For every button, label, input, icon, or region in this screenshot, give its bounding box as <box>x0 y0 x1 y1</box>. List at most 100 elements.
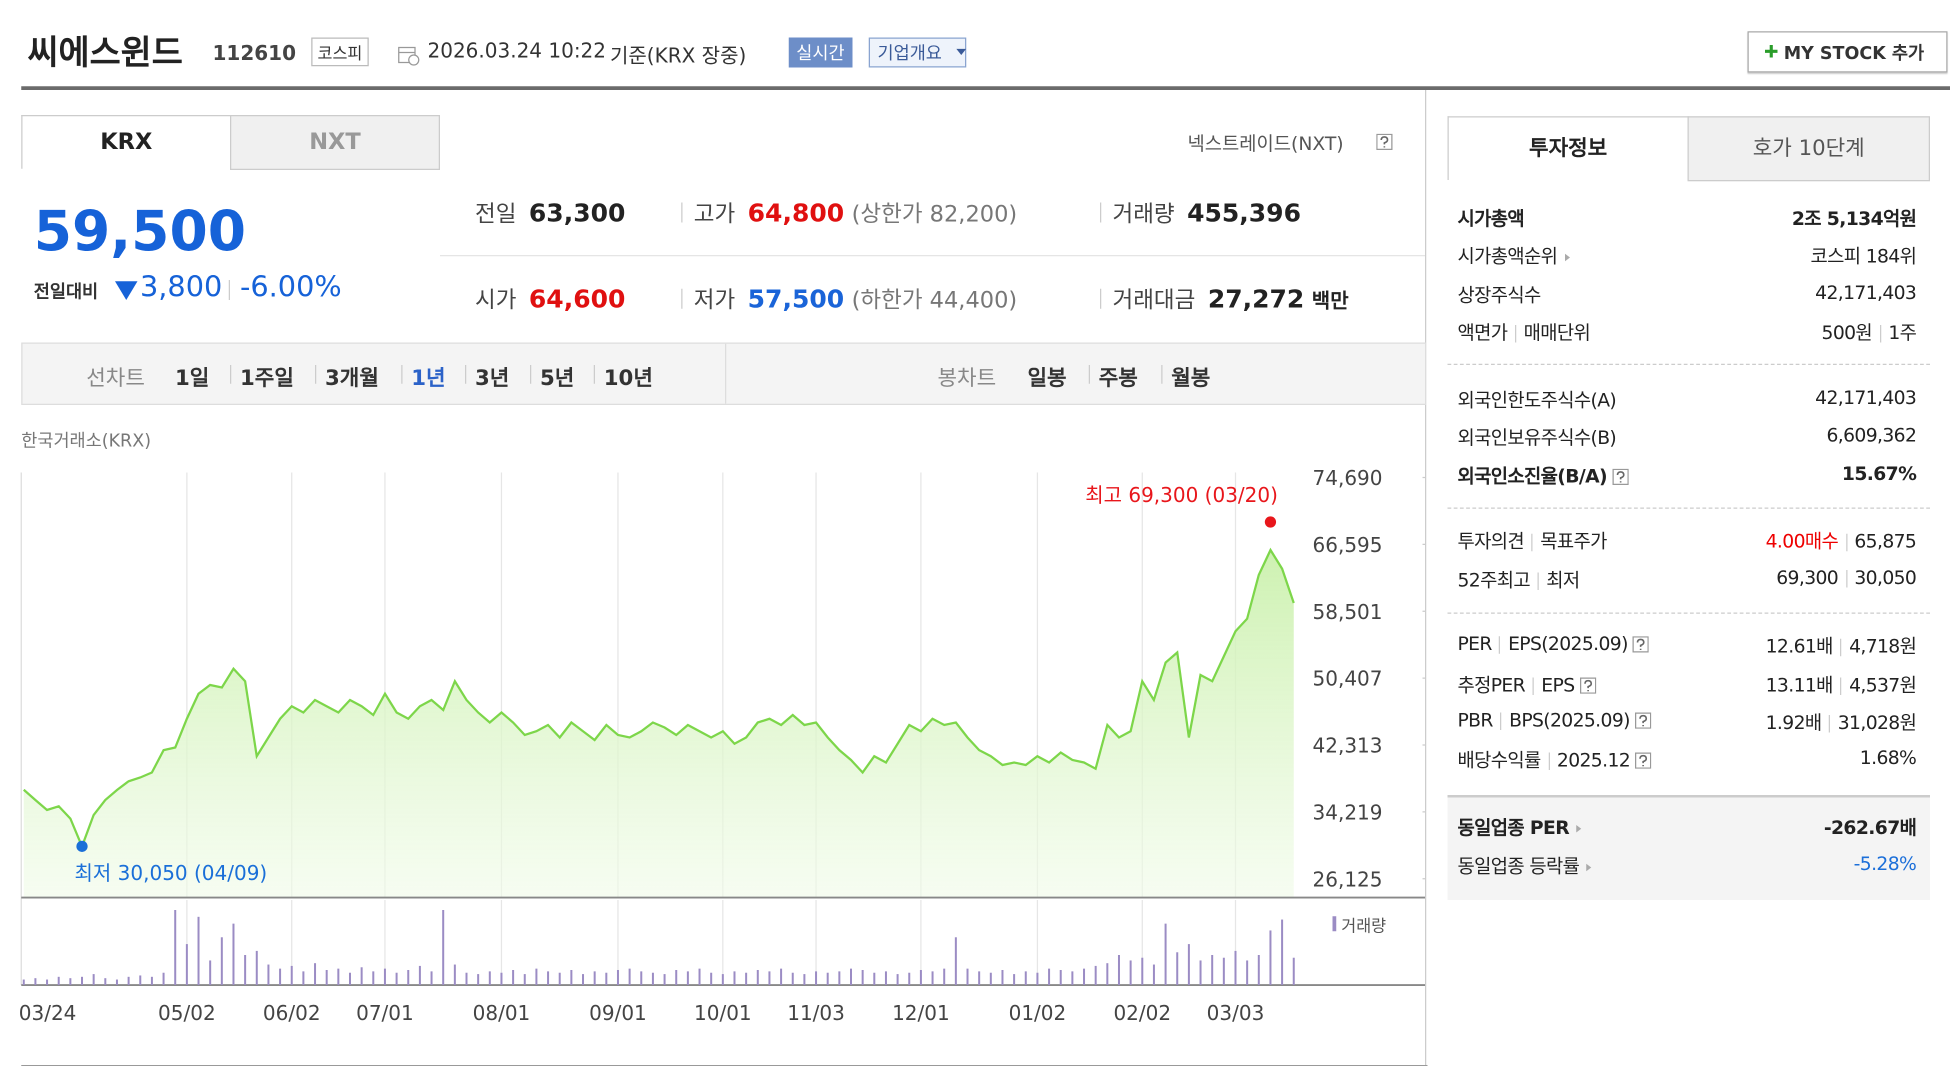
volume-bar <box>558 972 561 985</box>
volume-bar <box>488 971 491 985</box>
label-part: EPS(2025.09) <box>1508 632 1628 656</box>
volume-bar <box>1001 970 1004 985</box>
volume-bar <box>978 971 981 985</box>
volume-bar <box>407 970 410 985</box>
period-button[interactable]: 10년 <box>603 366 653 392</box>
market-badge: 코스피 <box>311 37 369 67</box>
volume-bar <box>314 963 317 985</box>
volume-bar <box>220 937 223 985</box>
info-value: 500원 1주 <box>1822 319 1917 345</box>
volume-bar <box>1117 955 1120 985</box>
help-icon[interactable] <box>1611 468 1629 485</box>
candle-button[interactable]: 일봉 <box>1027 366 1067 392</box>
price-line <box>23 547 1295 850</box>
x-tick-label: 11/03 <box>787 1001 845 1025</box>
volume-bar <box>966 968 969 985</box>
quote-label: 저가 <box>693 287 736 314</box>
period-button[interactable]: 5년 <box>540 366 575 392</box>
volume-bar <box>605 972 608 985</box>
separator <box>1840 638 1842 656</box>
volume-bar <box>791 972 794 985</box>
mystock-button[interactable] <box>1747 31 1948 73</box>
period-button[interactable]: 1일 <box>175 366 210 392</box>
value-part: 4,537원 <box>1849 673 1917 697</box>
info-value: 2조 5,134억원 <box>1792 205 1917 231</box>
quote: 전일 63,300 <box>475 196 625 229</box>
separator <box>1879 324 1881 342</box>
volume-bar <box>908 972 911 985</box>
volume-bar <box>1013 974 1016 985</box>
quote-label: 거래량 <box>1112 201 1175 228</box>
header-rule <box>21 86 1950 90</box>
tab-nxt[interactable]: NXT <box>230 115 440 170</box>
low-marker <box>76 840 88 852</box>
volume-legend: 거래량 <box>1341 916 1386 935</box>
quote: 고가 64,800 (상한가 82,200) <box>694 196 1017 229</box>
volume-bar <box>1211 955 1214 985</box>
overview-button[interactable]: 기업개요 <box>868 37 966 68</box>
info-row: 52주최고 최저 69,300 30,050 <box>1458 566 1917 592</box>
realtime-button[interactable]: 실시간 <box>788 37 853 68</box>
tab-krx[interactable]: KRX <box>21 115 232 169</box>
volume-legend-swatch <box>1332 916 1337 932</box>
x-tick-label: 03/03 <box>1207 1001 1265 1025</box>
chart-toolbar <box>21 342 1427 405</box>
info-label: 시가총액순위 <box>1458 243 1573 269</box>
volume-bar <box>861 970 864 985</box>
volume-bar <box>1152 964 1155 985</box>
label-part: PER <box>1457 632 1493 656</box>
volume-bar <box>943 968 946 985</box>
volume-bar <box>372 971 375 985</box>
volume-bar <box>197 916 200 985</box>
candle-chart-label: 봉차트 <box>937 366 997 392</box>
period-button[interactable]: 3개월 <box>325 366 379 392</box>
volume-bar <box>1024 971 1027 985</box>
help-icon[interactable] <box>1376 133 1393 150</box>
info-value: 코스피 184위 <box>1810 243 1916 269</box>
orderbook-tab[interactable]: 호가 10단계 <box>1687 116 1930 182</box>
volume-bar <box>675 970 678 985</box>
y-tick-label: 66,595 <box>1313 533 1383 557</box>
candle-button[interactable]: 주봉 <box>1098 366 1138 392</box>
volume-bar <box>395 972 398 985</box>
volume-bar <box>232 923 235 985</box>
separator <box>1161 365 1163 384</box>
period-button[interactable]: 1주일 <box>240 366 294 392</box>
label-part: 추정PER <box>1457 673 1526 697</box>
nxt-link[interactable]: 넥스트레이드(NXT) <box>1187 132 1344 156</box>
toolbar-divider <box>725 343 727 404</box>
help-icon[interactable] <box>1632 636 1650 653</box>
quote-value: 63,300 <box>528 197 626 228</box>
volume-bar <box>628 968 631 985</box>
label-part: 액면가 <box>1457 321 1509 344</box>
help-icon[interactable] <box>1634 712 1652 729</box>
info-label: 시가총액 <box>1458 205 1525 231</box>
period-button[interactable]: 1년 <box>411 366 446 392</box>
label-part: 시가총액 <box>1457 207 1525 231</box>
volume-bar <box>174 910 177 985</box>
arrow-icon <box>1576 824 1582 832</box>
value-part: 42,171,403 <box>1815 386 1917 409</box>
info-tab[interactable]: 투자정보 <box>1447 116 1689 180</box>
help-icon[interactable] <box>1579 677 1596 694</box>
chart-source: 한국거래소(KRX) <box>21 431 152 452</box>
info-row: PBR BPS(2025.09) 1.92배 31,028원 <box>1458 709 1917 735</box>
volume-bar <box>523 974 526 985</box>
quote: 시가 64,600 <box>475 283 625 316</box>
mystock-label: MY STOCK 추가 <box>1783 43 1925 64</box>
info-label: 배당수익률 2025.12 <box>1458 746 1652 772</box>
help-icon[interactable] <box>1635 752 1652 769</box>
volume-bar <box>698 968 701 985</box>
calendar-icon <box>398 46 420 66</box>
volume-bar <box>616 970 619 985</box>
info-row: 시가총액순위 코스피 184위 <box>1458 243 1917 269</box>
label-part: PBR <box>1457 708 1494 732</box>
candle-button[interactable]: 월봉 <box>1171 366 1211 392</box>
info-label: 동일업종 등락률 <box>1458 853 1595 879</box>
period-button[interactable]: 3년 <box>475 366 510 392</box>
volume-bar <box>1176 952 1179 985</box>
info-label: PBR BPS(2025.09) <box>1458 709 1652 735</box>
volume-bar <box>69 978 72 985</box>
sector-box <box>1447 795 1930 900</box>
value-part: 코스피 184위 <box>1810 245 1917 268</box>
